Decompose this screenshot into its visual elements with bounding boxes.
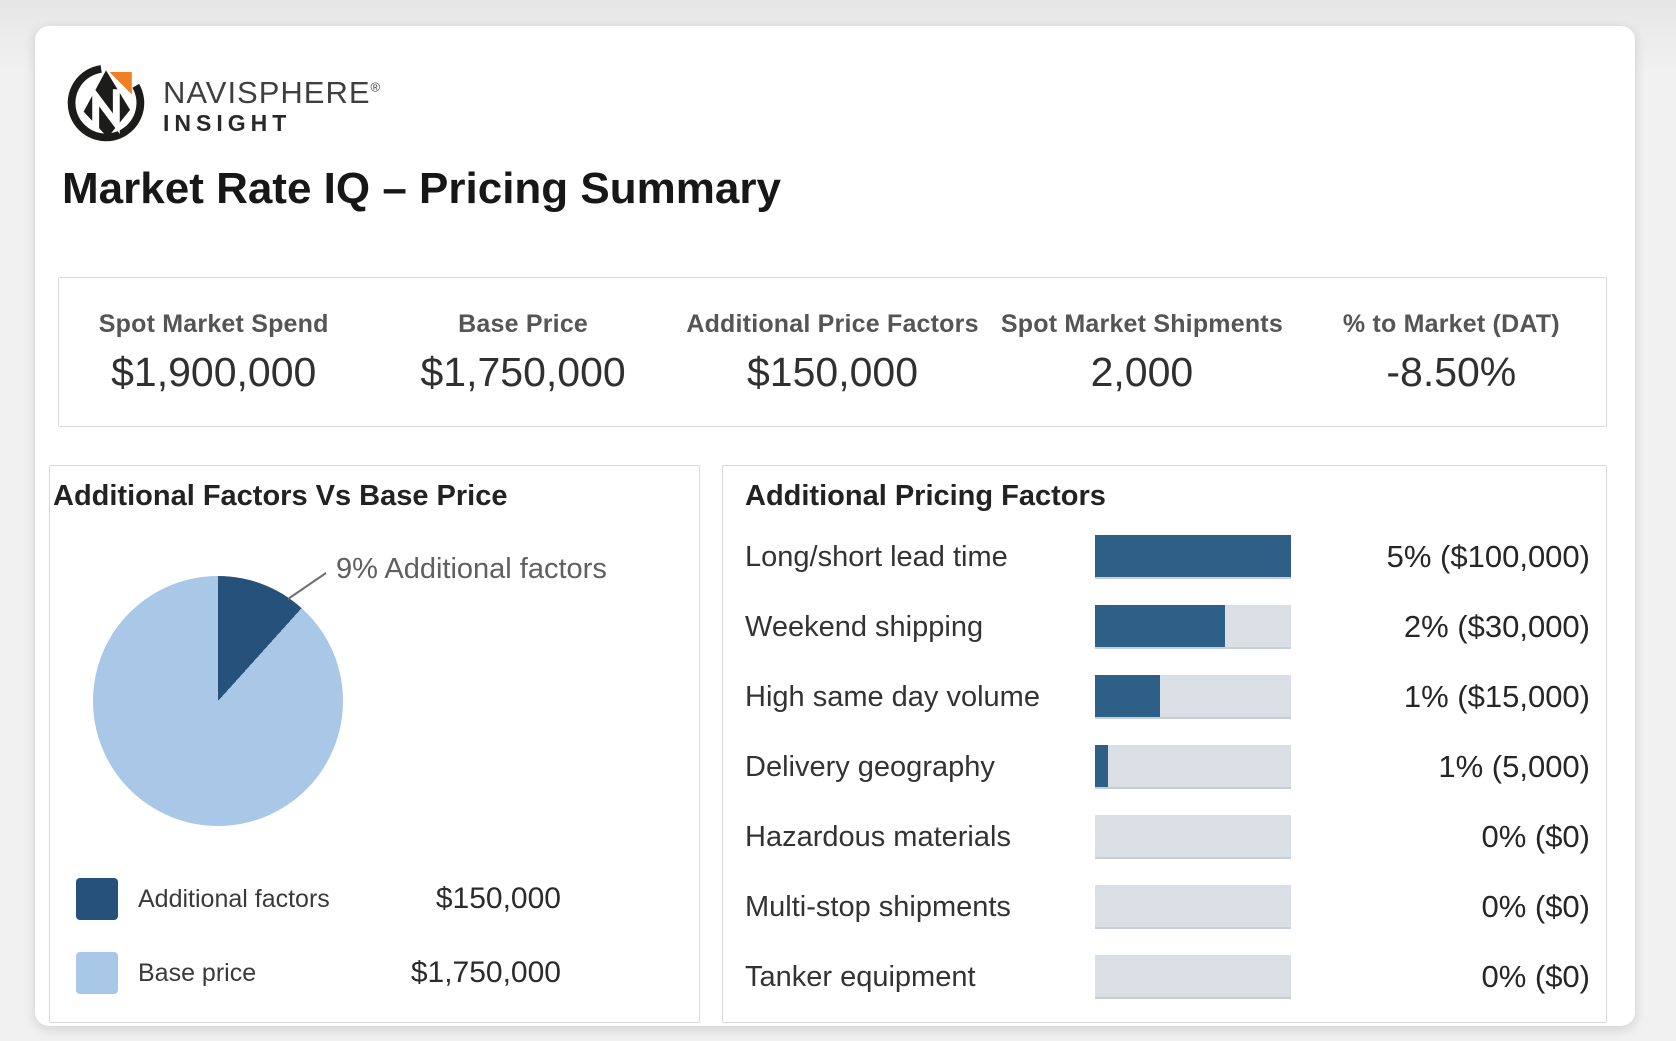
brand-subname: INSIGHT — [163, 109, 292, 136]
legend-value: $150,000 — [435, 882, 561, 915]
bar-track — [1095, 745, 1291, 789]
kpi-cell: Spot Market Shipments 2,000 — [987, 278, 1296, 426]
bar-track — [1095, 885, 1291, 929]
legend-value: $1,750,000 — [410, 956, 561, 989]
kpi-value: $150,000 — [747, 349, 919, 395]
kpi-label: % to Market (DAT) — [1342, 310, 1560, 338]
bar-row-value: 0% ($0) — [1481, 819, 1590, 854]
bar-row-value: 1% ($15,000) — [1403, 679, 1590, 714]
kpi-value: -8.50% — [1386, 349, 1517, 395]
bar-row-label: Multi-stop shipments — [745, 890, 1011, 923]
logo-ring — [67, 65, 145, 142]
pie-panel-title: Additional Factors Vs Base Price — [53, 480, 508, 512]
kpi-label: Spot Market Shipments — [1000, 310, 1283, 338]
annotation-leader-line — [287, 572, 327, 600]
bar-row: Weekend shipping 2% ($30,000) — [723, 592, 1606, 662]
kpi-row: Spot Market Spend $1,900,000 Base Price … — [58, 277, 1607, 427]
brand-name-text: NAVISPHERE — [163, 75, 371, 110]
page-title: Market Rate IQ – Pricing Summary — [62, 164, 781, 213]
kpi-cell: Additional Price Factors $150,000 — [678, 278, 987, 426]
kpi-label: Base Price — [458, 310, 589, 338]
bar-row-value: 0% ($0) — [1481, 889, 1590, 924]
registered-mark: ® — [370, 79, 382, 95]
brand-wordmark: NAVISPHERE® INSIGHT — [163, 60, 381, 137]
bar-rows: Long/short lead time 5% ($100,000) Weeke… — [723, 522, 1606, 1012]
bar-row-value: 5% ($100,000) — [1386, 539, 1590, 574]
kpi-cell: Base Price $1,750,000 — [368, 278, 677, 426]
bar-panel-title: Additional Pricing Factors — [745, 480, 1106, 512]
bar-fill — [1095, 675, 1160, 717]
bar-row-label: Weekend shipping — [745, 610, 984, 643]
bar-row-label: Long/short lead time — [745, 540, 1008, 573]
bar-track — [1095, 955, 1291, 999]
bar-row-value: 0% ($0) — [1481, 959, 1590, 994]
pie-chart — [93, 576, 343, 826]
bar-track — [1095, 815, 1291, 859]
bar-row-label: High same day volume — [745, 680, 1040, 713]
bar-track — [1095, 605, 1291, 649]
brand-logo: NAVISPHERE® INSIGHT — [63, 60, 381, 146]
logo-n-letter — [92, 85, 120, 134]
pie-panel: Additional Factors Vs Base Price 9% Addi… — [49, 465, 700, 1023]
bar-row-value: 1% (5,000) — [1438, 749, 1590, 784]
bar-fill — [1095, 745, 1108, 787]
navisphere-logo-icon — [67, 65, 145, 142]
bar-row-label: Delivery geography — [745, 750, 995, 783]
kpi-cell: Spot Market Spend $1,900,000 — [59, 278, 368, 426]
bar-row: Multi-stop shipments 0% ($0) — [723, 872, 1606, 942]
legend-swatch-base-price — [76, 952, 118, 994]
bar-track — [1095, 675, 1291, 719]
legend-label: Base price — [138, 958, 257, 987]
bar-row: High same day volume 1% ($15,000) — [723, 662, 1606, 732]
bar-row-value: 2% ($30,000) — [1403, 609, 1590, 644]
legend-item: Additional factors $150,000 — [76, 877, 561, 921]
bar-row-label: Hazardous materials — [745, 820, 1011, 853]
bar-row-label: Tanker equipment — [745, 960, 976, 993]
kpi-cell: % to Market (DAT) -8.50% — [1297, 278, 1606, 426]
bar-panel: Additional Pricing Factors Long/short le… — [722, 465, 1607, 1023]
kpi-value: $1,900,000 — [111, 349, 317, 395]
bar-fill — [1095, 605, 1226, 647]
pie-annotation-label: 9% Additional factors — [336, 553, 607, 585]
kpi-label: Additional Price Factors — [686, 310, 979, 338]
bar-track — [1095, 535, 1291, 579]
brand-name: NAVISPHERE® — [163, 75, 382, 110]
kpi-value: $1,750,000 — [420, 349, 626, 395]
bar-row: Hazardous materials 0% ($0) — [723, 802, 1606, 872]
bar-fill — [1095, 535, 1291, 577]
legend-item: Base price $1,750,000 — [76, 951, 561, 995]
report-card: NAVISPHERE® INSIGHT Market Rate IQ – Pri… — [35, 26, 1635, 1026]
bar-row: Long/short lead time 5% ($100,000) — [723, 522, 1606, 592]
kpi-value: 2,000 — [1090, 349, 1194, 395]
legend-swatch-additional-factors — [76, 878, 118, 920]
legend-label: Additional factors — [138, 884, 330, 913]
bar-row: Tanker equipment 0% ($0) — [723, 942, 1606, 1012]
kpi-label: Spot Market Spend — [98, 310, 329, 338]
bar-row: Delivery geography 1% (5,000) — [723, 732, 1606, 802]
